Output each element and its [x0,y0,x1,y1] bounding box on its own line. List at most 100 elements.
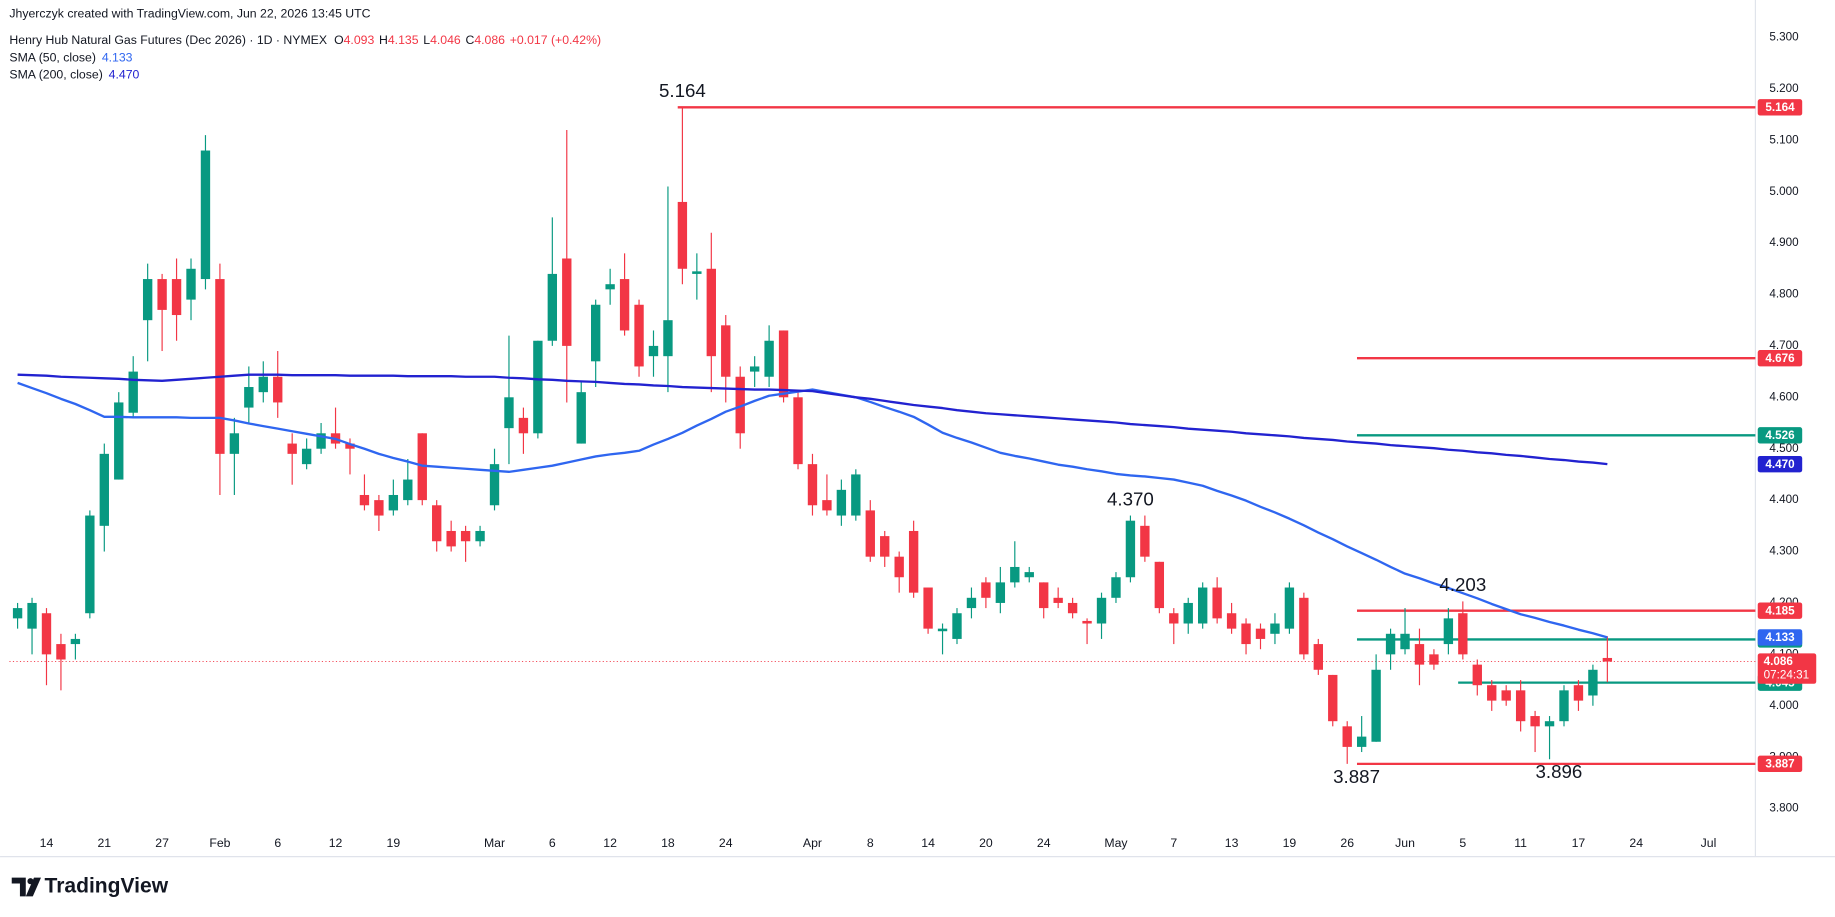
brand-name: TradingView [45,875,169,898]
price-annotation: 3.896 [1535,761,1582,782]
candle-body [692,271,702,274]
candle-body [619,279,630,331]
candle-body [1010,566,1020,583]
candle-body [1371,669,1381,742]
candle-body [1241,623,1251,645]
candle-body [1226,613,1237,629]
ohlc-value: 4.135 [388,33,419,47]
candle-body [1530,716,1540,727]
candle-body [735,376,745,434]
y-tick-label: 4.800 [1769,288,1799,301]
candle-body [952,613,962,639]
candle-body [1255,628,1266,639]
ohlc-key: C [465,33,474,47]
candle-body [1270,623,1280,634]
candle-body [966,597,977,609]
legend-entry: SMA (50, close) 4.133 [9,51,132,65]
sma-label: 4.133 [1765,631,1795,644]
level-label: 4.526 [1765,429,1795,442]
candle-body [244,387,254,408]
y-tick-label: 4.700 [1769,339,1799,352]
x-tick-label: 13 [1225,836,1239,850]
x-tick-label: Apr [803,836,822,850]
x-tick-label: 12 [603,836,617,850]
candle-body [128,371,138,413]
x-tick-label: Mar [484,836,505,850]
candle-body [1515,690,1526,722]
ohlc-key: O [334,33,344,47]
candle-body [663,320,673,357]
candle-body [822,500,832,511]
x-tick-label: 26 [1340,836,1354,850]
candle-body [1501,690,1511,701]
ohlc-value: 4.093 [344,33,375,47]
sma-label-box [1757,455,1803,473]
y-tick-label: 4.300 [1769,545,1799,558]
y-tick-label: 5.100 [1769,133,1799,146]
candle-body [171,279,182,316]
x-tick-label: 19 [387,836,401,850]
level-label-box [1757,427,1803,444]
candle-body [215,279,225,454]
candle-body [605,284,615,290]
candle-body [99,453,109,526]
candle-body [764,340,774,377]
x-tick-label: 24 [719,836,733,850]
candle-body [1342,726,1352,747]
candle-body [1198,587,1208,624]
logo-mark [25,877,41,897]
candle-body [157,279,167,310]
ohlc-value: 4.086 [474,33,505,47]
candle-body [1487,685,1497,701]
x-tick-label: 21 [97,836,111,850]
candle-body [200,150,211,280]
candle-body [1067,602,1078,614]
candle-body [1573,685,1584,701]
legend-name: SMA (200, close) [9,68,102,82]
candle-body [1082,620,1092,624]
candle-body [1299,597,1309,655]
y-tick-label: 5.000 [1769,185,1799,198]
price-annotation: 4.370 [1107,488,1154,509]
candle-body [1140,525,1150,557]
candle-body [851,474,861,516]
candle-body [41,613,52,655]
price-annotation: 5.164 [659,80,706,101]
y-tick-label: 5.200 [1769,82,1799,95]
candle-body [836,489,847,516]
ohlc-key: H [379,33,388,47]
x-tick-label: 12 [329,836,343,850]
x-tick-label: 18 [661,836,675,850]
candle-body [1385,633,1396,655]
candle-body [894,556,904,578]
candle-body [301,448,312,465]
candle-body [923,587,933,629]
candle-body [432,505,442,542]
y-tick-label: 4.400 [1769,493,1799,506]
candle-body [229,433,240,454]
candle-body [287,443,297,454]
candle-body [446,530,456,547]
candle-body [345,443,355,449]
candle-body [258,376,268,393]
candle-body [27,602,37,629]
level-label-box [1757,602,1803,619]
candle-body [504,397,514,429]
x-tick-label: May [1104,836,1128,850]
candle-body [1400,633,1410,650]
legend-title: Henry Hub Natural Gas Futures (Dec 2026)… [9,33,601,47]
x-tick-label: Feb [209,836,230,850]
candle-body [865,510,875,557]
y-tick-label: 4.900 [1769,236,1799,249]
candle-body [533,340,543,434]
candle-body [1024,572,1034,578]
last-price-box [1757,653,1817,684]
x-tick-label: 19 [1283,836,1297,850]
candle-body [475,530,485,542]
candle-body [403,479,413,501]
candle-body [677,201,688,269]
x-tick-label: 6 [549,836,556,850]
x-tick-label: 7 [1170,836,1177,850]
candle-body [316,433,326,449]
